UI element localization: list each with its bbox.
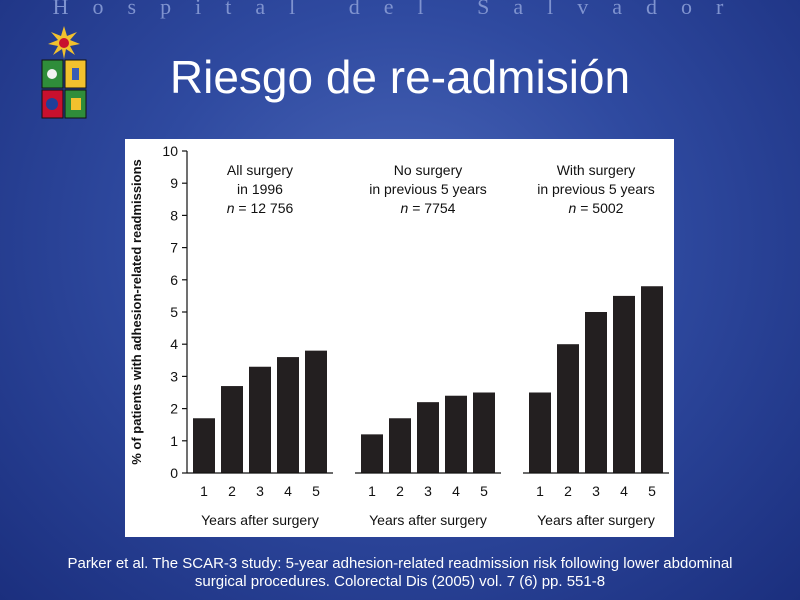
hospital-name: Hospital del Salvador [52,0,748,19]
bar-panel-2-year-3 [417,402,439,473]
citation-caption: Parker et al. The SCAR-3 study: 5-year a… [0,555,800,591]
x-axis-label-panel-1: Years after surgery [201,512,319,528]
bar-panel-1-year-4 [277,357,299,473]
bar-panel-3-year-1 [529,392,551,473]
bar-panel-1-year-1 [193,418,215,473]
y-tick-label: 3 [170,368,178,384]
panel-2-title-line: in previous 5 years [369,181,487,197]
bar-panel-2-year-4 [445,395,467,473]
citation-line-1: Parker et al. The SCAR-3 study: 5-year a… [67,555,733,572]
y-axis-label: % of patients with adhesion-related read… [129,159,144,465]
y-tick-label: 7 [170,240,178,256]
x-tick-label: 1 [368,483,376,499]
y-tick-label: 1 [170,433,178,449]
x-tick-label: 3 [256,483,264,499]
y-tick-label: 5 [170,304,178,320]
panel-2-title-line: No surgery [394,162,462,178]
bar-panel-3-year-4 [613,295,635,473]
star-emblem [48,26,80,59]
x-tick-label: 1 [200,483,208,499]
bar-panel-2-year-2 [389,418,411,473]
x-tick-label: 2 [396,483,404,499]
bar-panel-1-year-3 [249,366,271,473]
y-tick-label: 0 [170,465,178,481]
panel-3-title-line: n = 5002 [569,200,624,216]
x-axis-label-panel-3: Years after surgery [537,512,655,528]
x-tick-label: 4 [284,483,292,499]
bar-panel-3-year-5 [641,286,663,473]
y-tick-label: 9 [170,175,178,191]
y-tick-label: 6 [170,272,178,288]
panel-1-title-line: All surgery [227,162,293,178]
shield-quarters [41,59,87,119]
panel-1-title-line: in 1996 [237,181,283,197]
bar-panel-3-year-3 [585,312,607,473]
bar-panel-2-year-1 [361,434,383,473]
bar-panel-3-year-2 [557,344,579,473]
y-tick-label: 8 [170,207,178,223]
x-tick-label: 5 [648,483,656,499]
x-tick-label: 1 [536,483,544,499]
x-tick-label: 3 [424,483,432,499]
x-tick-label: 3 [592,483,600,499]
y-tick-label: 2 [170,401,178,417]
citation-line-2: surgical procedures. Colorectal Dis (200… [194,573,606,590]
panel-2-title-line: n = 7754 [401,200,456,216]
x-tick-label: 5 [312,483,320,499]
x-axis-label-panel-2: Years after surgery [369,512,487,528]
bar-panel-2-year-5 [473,392,495,473]
x-tick-label: 4 [452,483,460,499]
slide-title: Riesgo de re-admisión [169,51,631,103]
panel-1-title-line: n = 12 756 [227,200,294,216]
readmission-bar-chart: % of patients with adhesion-related read… [129,143,669,528]
y-tick-label: 4 [170,336,178,352]
panel-3-title-line: in previous 5 years [537,181,655,197]
bar-panel-1-year-5 [305,350,327,473]
x-tick-label: 5 [480,483,488,499]
university-crest-icon [41,26,87,119]
chart-panel: % of patients with adhesion-related read… [125,139,674,537]
x-tick-label: 2 [228,483,236,499]
x-tick-label: 4 [620,483,628,499]
x-tick-label: 2 [564,483,572,499]
bar-panel-1-year-2 [221,386,243,473]
panel-3-title-line: With surgery [557,162,636,178]
y-tick-label: 10 [162,143,178,159]
